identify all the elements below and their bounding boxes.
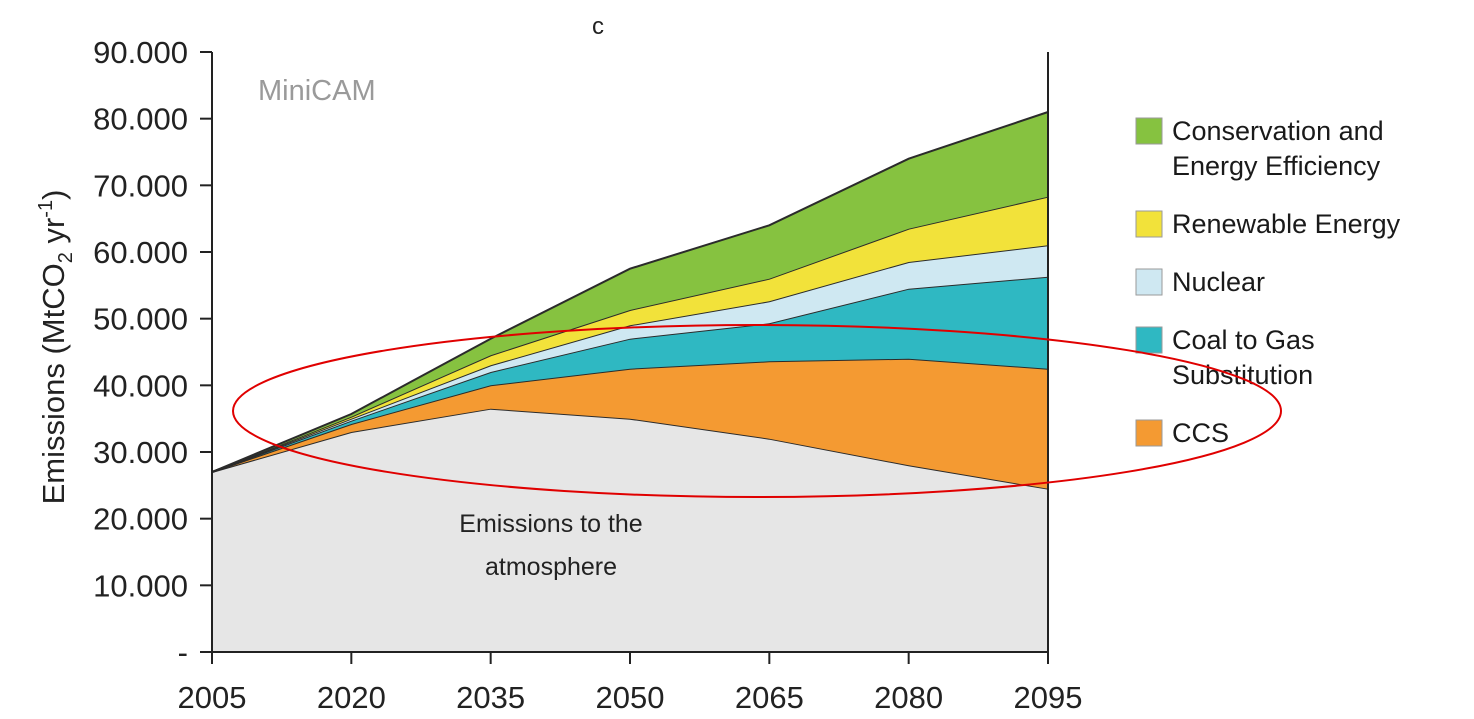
legend-swatch: [1135, 117, 1163, 145]
area-label-line-1: Emissions to the: [459, 510, 642, 538]
legend-item-nuclear: Nuclear: [1135, 267, 1265, 297]
legend-swatch: [1135, 326, 1163, 354]
model-label: MiniCAM: [258, 75, 376, 107]
legend-item-conservation-and-energy-efficiency: Conservation and Energy Efficiency: [1135, 116, 1384, 181]
legend-label: Coal to Gas: [1172, 325, 1315, 355]
area-emissions-to-the-atmosphere: [212, 408, 1048, 652]
legend-item-coal-to-gas-substitution: Coal to Gas Substitution: [1135, 325, 1315, 390]
legend-swatch: [1135, 210, 1163, 238]
area-ccs: [212, 358, 1048, 489]
legend-label: Substitution: [1172, 360, 1313, 390]
y-axis-label: Emissions (MtCO2 yr-1): [35, 190, 77, 505]
y-tick-label: 30.000: [93, 435, 188, 470]
legend: Conservation and Energy Efficiency Renewab…: [1135, 116, 1401, 448]
area-top-line-conservation-and-energy-efficiency: [211, 111, 1049, 473]
legend-item-ccs: CCS: [1135, 418, 1229, 448]
y-tick-label: 50.000: [93, 302, 188, 337]
legend-swatch: [1135, 268, 1163, 296]
x-tick-label: 2080: [874, 680, 943, 715]
y-tick-label: 20.000: [93, 502, 188, 537]
legend-swatch: [1135, 419, 1163, 447]
highlight-ellipse: [232, 324, 1282, 498]
legend-label: Renewable Energy: [1172, 209, 1401, 239]
y-tick-label: 60.000: [93, 235, 188, 270]
axes: - 10.000 20.000 30.000 40.000 50.000 60.000 70.…: [93, 35, 1082, 715]
legend-label: Energy Efficiency: [1172, 151, 1381, 181]
legend-label: Conservation and: [1172, 116, 1384, 146]
stacked-areas: [211, 111, 1049, 652]
y-tick-label: -: [178, 635, 188, 670]
x-tick-label: 2035: [456, 680, 525, 715]
area-conservation-and-energy-efficiency: [212, 112, 1048, 472]
area-label-line-2: atmosphere: [485, 553, 617, 581]
y-axis-label-sup: -1: [35, 200, 57, 218]
chart-title: c: [592, 13, 604, 40]
y-axis-label-end: ): [36, 190, 71, 200]
x-tick-label: 2050: [596, 680, 665, 715]
y-tick-label: 40.000: [93, 368, 188, 403]
y-tick-label: 90.000: [93, 35, 188, 70]
y-axis-label-sub: 2: [55, 252, 77, 263]
area-nuclear: [212, 245, 1048, 472]
legend-item-renewable-energy: Renewable Energy: [1135, 209, 1401, 239]
x-tick-label: 2095: [1014, 680, 1083, 715]
y-tick-label: 80.000: [93, 102, 188, 137]
legend-label: Nuclear: [1172, 267, 1265, 297]
x-tick-label: 2005: [178, 680, 247, 715]
y-tick-label: 70.000: [93, 168, 188, 203]
y-axis-label-mid: yr: [36, 218, 71, 252]
x-tick-label: 2065: [735, 680, 804, 715]
y-axis-label-main: Emissions (MtCO: [36, 263, 71, 504]
x-tick-label: 2020: [317, 680, 386, 715]
area-renewable-energy: [212, 196, 1048, 472]
y-tick-label: 10.000: [93, 568, 188, 603]
legend-label: CCS: [1172, 418, 1229, 448]
